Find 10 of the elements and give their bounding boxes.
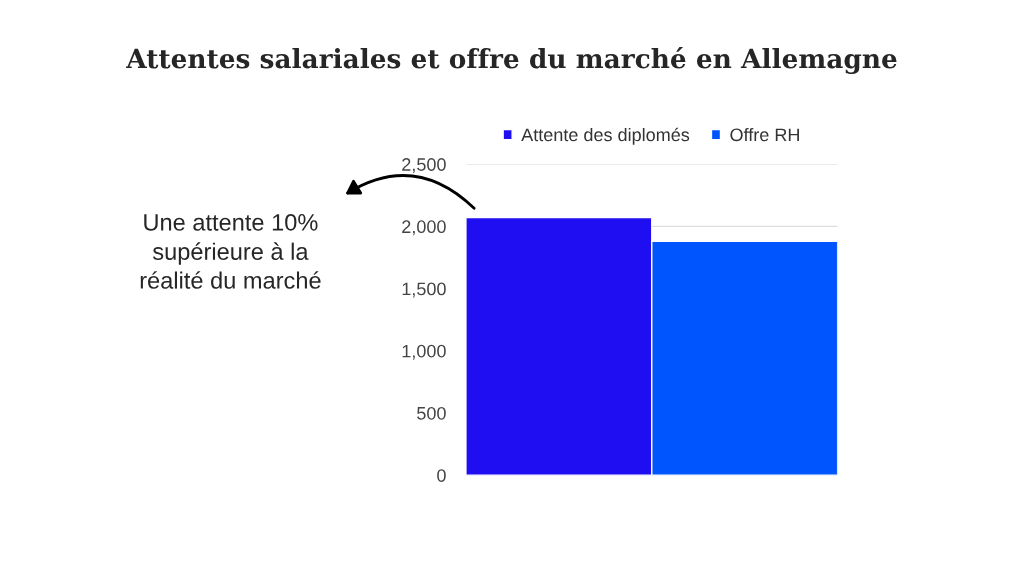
y-tick-label: 1,500 <box>402 282 446 298</box>
y-tick-label: 0 <box>437 469 446 482</box>
legend-label: Attente des diplomés <box>521 127 690 145</box>
y-tick-label: 1,000 <box>402 344 446 360</box>
text: Une attente 10% supérieure à la réalité du marché <box>140 214 321 289</box>
y-tick-label: 2,000 <box>402 220 446 236</box>
y-tick-label: 500 <box>417 406 446 420</box>
chart-title: Attentes salariales et offre du marché en Allemagne <box>125 46 897 74</box>
legend-label: Offre RH <box>730 127 799 142</box>
y-tick-label: 2,500 <box>402 158 446 174</box>
